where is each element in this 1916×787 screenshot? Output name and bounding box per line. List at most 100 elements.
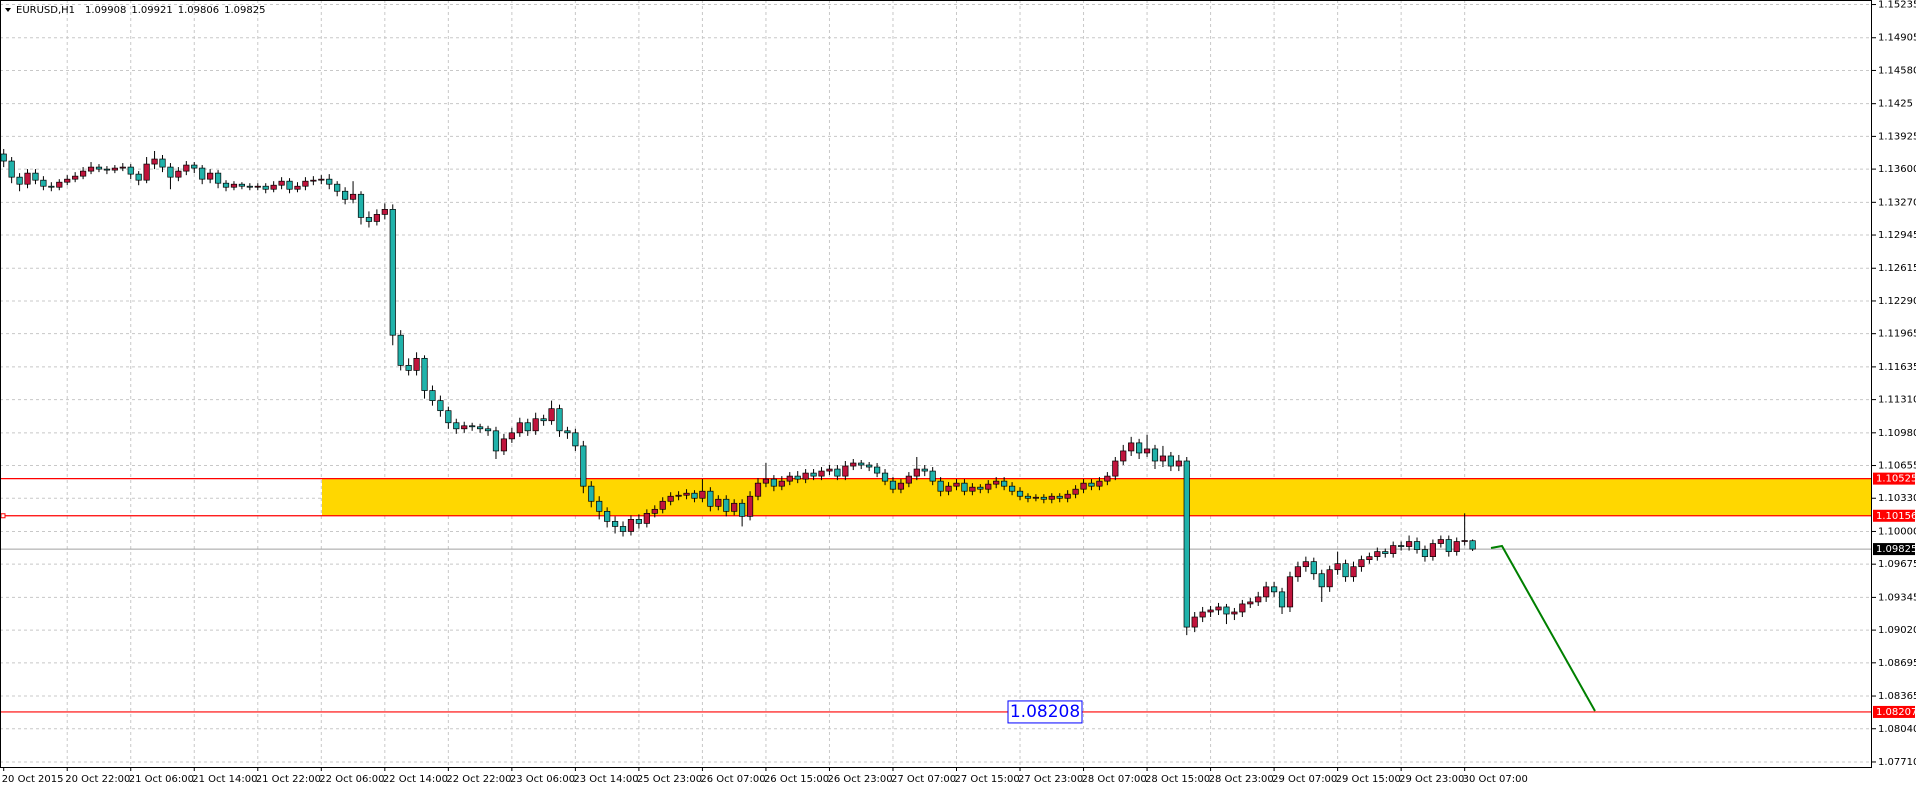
candle-body (477, 426, 484, 430)
candle-body (286, 180, 293, 190)
candle-body (143, 163, 150, 181)
x-tick-label: 22 Oct 22:00 (446, 774, 511, 785)
y-tick-label: 1.11965 (1878, 329, 1916, 340)
candle-body (1223, 606, 1230, 615)
candle-body (842, 465, 849, 477)
y-tick-label: 1.10330 (1878, 493, 1916, 504)
candle-body (611, 521, 619, 527)
candle-body (230, 183, 238, 188)
y-tick-label: 1.10000 (1878, 526, 1916, 537)
x-tick-label: 29 Oct 07:00 (1272, 774, 1337, 785)
candle-body (0, 153, 7, 162)
y-tick-label: 1.10655 (1878, 461, 1916, 472)
candle-body (429, 390, 436, 401)
price-tag: 1.10525 (1876, 474, 1916, 485)
candle-body (500, 438, 508, 452)
candle-body (238, 183, 245, 187)
candle-body (739, 502, 746, 517)
candle-body (1358, 559, 1365, 568)
candle-body (1104, 475, 1111, 482)
candle-body (1024, 495, 1032, 499)
candle-body (873, 466, 881, 474)
candle-body (16, 176, 23, 185)
candle-body (1128, 442, 1135, 452)
candle-body (191, 164, 198, 169)
candle-body (945, 485, 952, 492)
candle-body (1175, 460, 1182, 467)
y-tick-label: 1.09675 (1878, 559, 1916, 570)
candle-body (310, 179, 317, 182)
candle-body (1136, 442, 1143, 454)
candle-body (1239, 603, 1246, 613)
x-tick-label: 27 Oct 23:00 (1018, 774, 1083, 785)
candle-body (1159, 455, 1167, 462)
candle-body (937, 480, 944, 492)
x-tick-label: 28 Oct 07:00 (1082, 774, 1147, 785)
x-tick-label: 21 Oct 22:00 (256, 774, 321, 785)
y-tick-label: 1.11310 (1878, 395, 1916, 406)
candle-body (437, 400, 444, 412)
price-tag: 1.10156 (1876, 511, 1916, 522)
candle-body (40, 179, 47, 187)
price-tag-bg (1873, 472, 1915, 485)
candle-body (1183, 460, 1190, 628)
candle-body (834, 468, 841, 477)
candle-body (897, 482, 905, 490)
candle-body (1286, 576, 1294, 608)
candle-body (1088, 482, 1095, 487)
x-tick-label: 21 Oct 06:00 (129, 774, 194, 785)
candle-body (953, 482, 960, 487)
candle-body (850, 462, 857, 467)
candle-body (1151, 448, 1159, 462)
candle-body (548, 408, 555, 422)
candle-body (1318, 573, 1325, 588)
candle-body (1437, 539, 1444, 544)
candle-body (32, 172, 39, 181)
candle-body (985, 483, 992, 490)
candle-body (175, 170, 182, 178)
candle-body (349, 193, 357, 200)
candle-body (810, 472, 817, 477)
x-tick-label: 20 Oct 2015 (2, 774, 64, 785)
x-tick-label: 25 Oct 23:00 (637, 774, 702, 785)
x-tick-label: 22 Oct 14:00 (383, 774, 448, 785)
candle-body (1231, 611, 1238, 615)
candle-body (786, 475, 793, 482)
candle-body (159, 158, 166, 168)
level-anchor (0, 513, 6, 519)
candle-body (397, 334, 404, 366)
last-open: 1.09908 (85, 5, 126, 16)
y-tick-label: 1.08695 (1878, 658, 1916, 669)
candle-body (921, 468, 928, 472)
candle-body (802, 472, 809, 480)
y-tick-label: 1.09020 (1878, 625, 1916, 636)
candle-body (659, 500, 666, 510)
candle-body (72, 175, 79, 180)
candle-body (1294, 566, 1302, 578)
candle-body (596, 500, 603, 512)
candle-body (1191, 616, 1198, 628)
candle-body (302, 180, 309, 187)
candle-body (1405, 541, 1413, 547)
candle-body (969, 486, 976, 492)
candle-body (1247, 601, 1254, 605)
candle-body (373, 214, 380, 222)
candle-body (866, 464, 873, 468)
candle-body (1064, 493, 1071, 499)
menu-arrow[interactable] (5, 8, 11, 12)
candle-body (604, 510, 611, 522)
x-tick-label: 26 Oct 07:00 (700, 774, 765, 785)
candle-body (246, 185, 253, 188)
candle-body (222, 182, 230, 188)
candle-body (1255, 596, 1262, 603)
candle-body (8, 160, 15, 178)
chart-title: EURUSD,H1 (16, 5, 75, 16)
candle-body (826, 468, 833, 472)
candle-body (1366, 556, 1373, 560)
candle-body (635, 519, 643, 524)
candle-body (540, 418, 547, 422)
candle-body (421, 357, 428, 391)
candle-body (619, 526, 627, 532)
